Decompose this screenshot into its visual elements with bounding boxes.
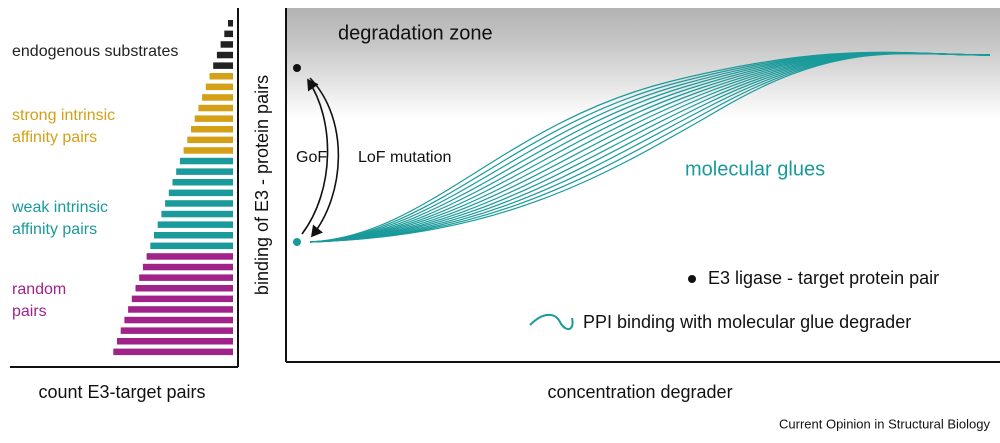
bar <box>117 338 233 345</box>
legend-entry: E3 ligase - target protein pair <box>708 268 939 288</box>
group-label: random <box>12 281 66 298</box>
bar <box>224 30 233 38</box>
bar <box>194 115 233 122</box>
bar <box>128 306 233 313</box>
left-axis-label: count E3-target pairs <box>38 382 205 402</box>
pair-dot <box>293 64 301 72</box>
bar <box>131 295 233 303</box>
glue-curve <box>309 52 991 243</box>
bar <box>139 274 233 281</box>
bar <box>220 41 233 48</box>
bar <box>113 348 233 356</box>
group-label: endogenous substrates <box>12 43 178 60</box>
bar <box>183 147 233 154</box>
bar <box>146 253 233 260</box>
bar <box>124 316 233 324</box>
bar <box>191 126 233 133</box>
gof-label: GoF <box>296 149 327 166</box>
bar <box>165 200 233 207</box>
bar <box>198 104 233 112</box>
group-label: strong intrinsic <box>12 107 115 124</box>
group-label: affinity pairs <box>12 129 97 146</box>
x-axis-label: concentration degrader <box>547 382 732 402</box>
legend-entry: PPI binding with molecular glue degrader <box>583 312 911 332</box>
bar <box>209 73 233 80</box>
group-label: pairs <box>12 303 47 320</box>
bar <box>179 157 233 165</box>
bar <box>187 136 233 144</box>
glue-curves <box>309 51 991 243</box>
legend-wave <box>529 313 574 330</box>
bar <box>150 242 233 250</box>
bar <box>120 327 233 334</box>
zone-label: degradation zone <box>338 22 493 44</box>
pair-dot-mutant <box>293 238 301 246</box>
bar <box>216 51 233 59</box>
bar <box>154 232 233 239</box>
group-labels: endogenous substrates strong intrinsic aff… <box>11 43 178 320</box>
group-label: affinity pairs <box>12 221 97 238</box>
bar <box>172 179 233 186</box>
bar-histogram <box>113 20 233 356</box>
gof-arrow <box>301 78 329 235</box>
bar <box>228 20 233 27</box>
bar <box>205 83 233 91</box>
legend-dot <box>688 275 696 283</box>
curve-label: molecular glues <box>685 158 825 180</box>
bar <box>176 168 233 175</box>
bar <box>157 221 233 228</box>
y-axis-label: binding of E3 - protein pairs <box>252 75 272 295</box>
bar <box>135 285 233 292</box>
lof-label: LoF mutation <box>358 149 451 166</box>
credit: Current Opinion in Structural Biology <box>779 416 990 431</box>
bar <box>202 94 233 101</box>
bar <box>168 189 233 197</box>
bar <box>213 62 233 69</box>
bar <box>161 210 233 218</box>
lof-arrow <box>309 77 340 238</box>
group-label: weak intrinsic <box>11 199 108 216</box>
degradation-zone <box>286 8 1000 118</box>
bar <box>142 263 233 271</box>
